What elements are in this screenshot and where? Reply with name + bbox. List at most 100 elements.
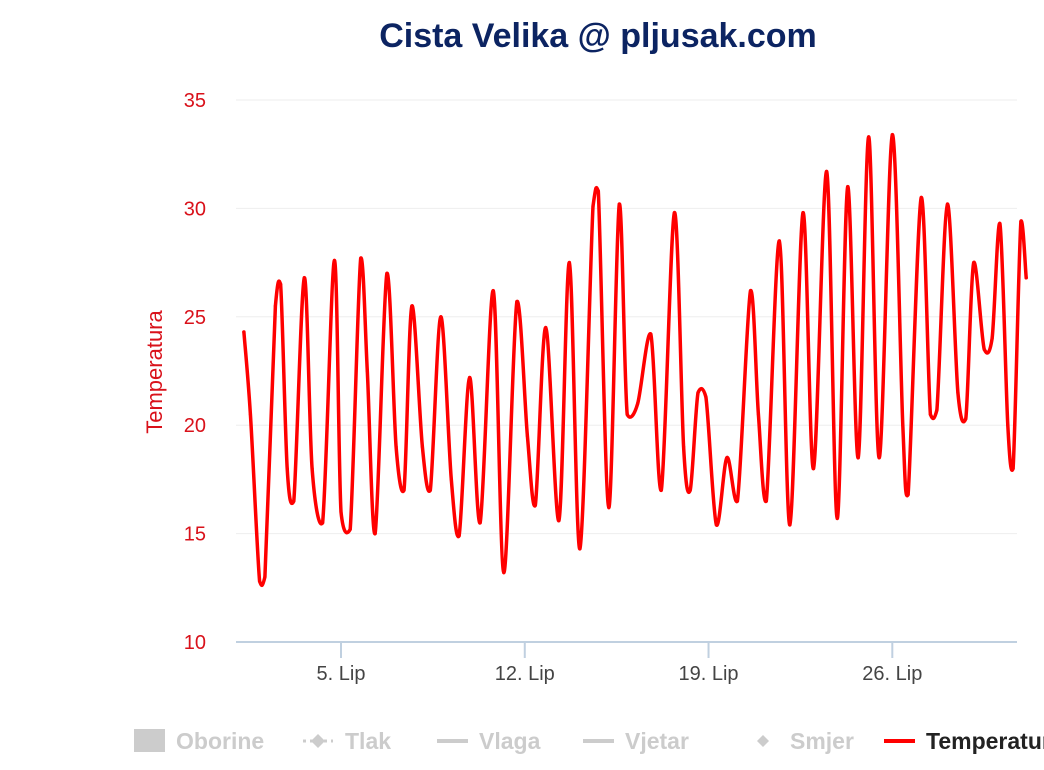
data-point	[1006, 423, 1010, 427]
data-point	[672, 211, 677, 215]
data-point	[890, 133, 894, 137]
data-point	[636, 401, 640, 406]
data-point	[596, 189, 600, 193]
data-point	[867, 135, 871, 139]
x-tick-label: 26. Lip	[862, 663, 922, 685]
data-point	[777, 239, 782, 243]
data-point	[681, 445, 686, 449]
data-point	[856, 456, 860, 460]
series-layer	[242, 132, 1028, 588]
y-tick-label: 10	[184, 632, 206, 654]
data-point	[263, 575, 267, 579]
y-tick-label: 30	[184, 198, 206, 220]
data-point	[402, 488, 406, 492]
legend-label: Tlak	[345, 728, 391, 754]
data-point	[811, 466, 816, 471]
legend-item-oborine[interactable]: Oborine	[134, 728, 264, 754]
legend-label: Vlaga	[479, 728, 541, 754]
data-point	[373, 532, 377, 536]
legend-item-tlak[interactable]: Tlak	[303, 728, 391, 754]
legend-label: Temperatura	[926, 728, 1044, 754]
legend-item-vjetar[interactable]: Vjetar	[583, 728, 689, 754]
data-point	[557, 518, 561, 523]
data-point	[945, 202, 950, 206]
data-point	[449, 477, 453, 481]
data-point	[348, 527, 352, 531]
data-point	[1019, 219, 1023, 224]
y-tick-label: 20	[184, 415, 206, 437]
data-point	[248, 412, 253, 416]
axes: 10 15 20 25 30 35 5. Lip 12. Lip 19. Lip 26. Lip	[184, 90, 1017, 685]
legend-item-temperatura[interactable]: Temperatura	[884, 728, 1044, 754]
y-axis-label: Temperatura	[142, 309, 167, 433]
data-point	[242, 330, 246, 334]
data-point	[972, 261, 976, 265]
data-point	[339, 510, 343, 514]
legend-label: Smjer	[790, 728, 854, 754]
data-point	[906, 492, 910, 497]
data-point	[420, 445, 424, 449]
data-point	[696, 391, 700, 395]
data-point	[956, 391, 960, 395]
data-point	[835, 516, 839, 521]
data-point	[591, 204, 595, 208]
data-point	[998, 221, 1002, 226]
y-tick-label: 25	[184, 307, 206, 329]
data-point	[714, 523, 719, 527]
x-tick-label: 19. Lip	[679, 663, 739, 685]
data-point	[788, 523, 792, 527]
x-tick-label: 5. Lip	[317, 663, 366, 685]
data-point	[478, 521, 482, 525]
data-point	[919, 195, 923, 200]
y-tick-label: 15	[184, 524, 206, 546]
data-point	[365, 369, 369, 373]
data-point	[533, 503, 537, 508]
data-point	[704, 395, 708, 399]
data-point	[617, 202, 621, 206]
series-line-temperatura	[242, 132, 1028, 588]
legend-diamond-icon	[311, 734, 325, 748]
legend-label: Vjetar	[625, 728, 689, 754]
data-point	[578, 547, 582, 551]
data-point	[725, 456, 729, 460]
data-point	[302, 276, 306, 280]
data-point	[258, 579, 262, 583]
data-point	[846, 185, 850, 189]
data-point	[877, 456, 881, 460]
data-point	[625, 412, 629, 416]
legend-square-icon	[134, 729, 165, 752]
data-point	[457, 534, 461, 538]
data-point	[659, 488, 663, 492]
data-point	[901, 423, 905, 427]
data-point	[607, 505, 611, 510]
data-point	[410, 304, 414, 308]
legend-item-vlaga[interactable]: Vlaga	[437, 728, 541, 754]
data-point	[439, 315, 443, 319]
y-tick-label: 35	[184, 90, 206, 112]
data-point	[982, 347, 986, 351]
data-point	[1011, 466, 1015, 471]
legend: Oborine Tlak Vlaga Vjetar Smjer Temperatura	[134, 728, 1044, 754]
data-point	[990, 336, 994, 341]
data-point	[748, 289, 753, 293]
data-point	[544, 326, 548, 330]
data-point	[502, 571, 506, 575]
data-point	[321, 521, 325, 525]
data-point	[310, 466, 314, 471]
data-point	[285, 466, 289, 471]
data-point	[801, 211, 805, 215]
data-point	[1024, 276, 1028, 280]
chart-title: Cista Velika @ pljusak.com	[379, 17, 817, 55]
data-point	[825, 169, 829, 174]
data-point	[567, 261, 572, 265]
data-point	[491, 289, 495, 293]
data-point	[764, 499, 768, 503]
data-point	[964, 417, 968, 421]
data-point	[273, 304, 277, 308]
data-point	[935, 408, 939, 412]
legend-label: Oborine	[176, 728, 264, 754]
data-point	[332, 258, 337, 263]
legend-item-smjer[interactable]: Smjer	[757, 728, 854, 754]
data-point	[394, 445, 398, 449]
